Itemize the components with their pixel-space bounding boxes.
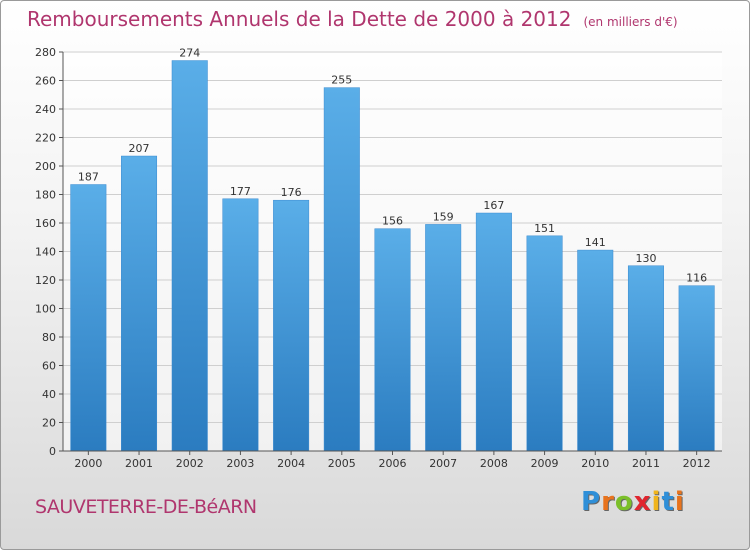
value-label: 207	[129, 142, 150, 155]
chart-unit: (en milliers d'€)	[583, 15, 678, 29]
x-tick-label: 2002	[176, 457, 204, 470]
value-label: 141	[585, 236, 606, 249]
x-tick-label: 2001	[125, 457, 153, 470]
y-tick-label: 200	[35, 160, 56, 173]
x-tick-label: 2000	[74, 457, 102, 470]
proxiti-logo: Proxiti	[581, 487, 685, 517]
y-tick-label: 280	[35, 46, 56, 59]
bar	[374, 228, 411, 452]
bar	[273, 199, 310, 452]
x-tick-label: 2005	[328, 457, 356, 470]
x-tick-label: 2006	[379, 457, 407, 470]
y-tick-label: 80	[42, 331, 56, 344]
bar	[323, 87, 360, 452]
x-tick-label: 2003	[226, 457, 254, 470]
bar	[70, 184, 107, 452]
value-label: 187	[78, 171, 99, 184]
value-label: 176	[281, 186, 302, 199]
bar	[577, 249, 614, 452]
y-tick-label: 140	[35, 246, 56, 259]
y-tick-label: 180	[35, 189, 56, 202]
y-tick-label: 160	[35, 217, 56, 230]
x-tick-label: 2004	[277, 457, 305, 470]
bar	[475, 212, 512, 452]
y-tick-label: 60	[42, 360, 56, 373]
x-tick-label: 2010	[581, 457, 609, 470]
logo-letter: i	[651, 487, 662, 517]
value-label: 255	[331, 74, 352, 87]
logo-letter: i	[674, 487, 685, 517]
value-label: 177	[230, 185, 251, 198]
x-tick-label: 2012	[683, 457, 711, 470]
x-tick-label: 2011	[632, 457, 660, 470]
axes: 0 20 40 60 80 100 120 140 160 180 200 220 240 260 280 2…	[35, 46, 722, 470]
bar	[627, 265, 664, 452]
value-label: 116	[686, 272, 707, 285]
y-tick-label: 40	[42, 388, 56, 401]
y-tick-label: 260	[35, 75, 56, 88]
bar	[222, 198, 259, 452]
logo-letter: r	[601, 487, 615, 517]
commune-name: SAUVETERRE-DE-BéARN	[35, 496, 257, 518]
logo-letter: P	[581, 487, 602, 517]
chart-title-text: Remboursements Annuels de la Dette de 20…	[27, 7, 572, 31]
value-label: 151	[534, 222, 555, 235]
y-tick-label: 20	[42, 417, 56, 430]
value-labels: 187 207 274 177 176 255 156 159 167 151 141 130 116	[78, 47, 707, 285]
bar	[171, 60, 208, 452]
y-tick-label: 0	[49, 445, 56, 458]
value-label: 156	[382, 215, 403, 228]
chart-title: Remboursements Annuels de la Dette de 20…	[27, 7, 678, 31]
value-label: 159	[433, 210, 454, 223]
x-tick-label: 2009	[531, 457, 559, 470]
bars	[70, 60, 715, 452]
bar	[526, 235, 563, 452]
value-label: 167	[483, 199, 504, 212]
y-tick-label: 120	[35, 274, 56, 287]
logo-letter: t	[661, 487, 675, 517]
logo-letter: x	[633, 487, 652, 517]
value-label: 130	[635, 252, 656, 265]
x-tick-label: 2008	[480, 457, 508, 470]
logo-letter: o	[614, 487, 634, 517]
y-tick-label: 100	[35, 303, 56, 316]
value-label: 274	[179, 47, 200, 60]
bar	[121, 155, 158, 452]
bar	[425, 224, 462, 452]
bar	[678, 285, 715, 452]
y-tick-label: 220	[35, 132, 56, 145]
x-tick-label: 2007	[429, 457, 457, 470]
y-tick-label: 240	[35, 103, 56, 116]
